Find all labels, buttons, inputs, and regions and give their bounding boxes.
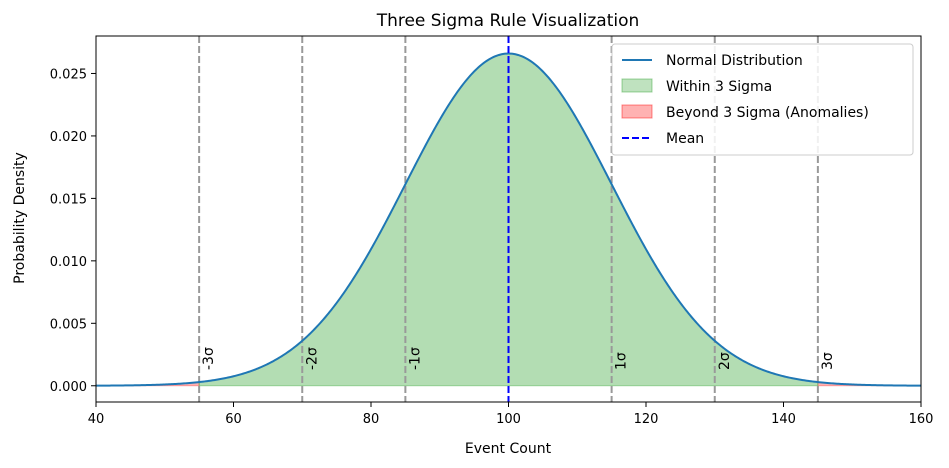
sigma-label: -3σ bbox=[201, 347, 217, 370]
sigma-label: -1σ bbox=[407, 347, 423, 370]
normal-distribution-line bbox=[95, 52, 922, 387]
sigma-labels: -3σ -2σ -1σ 1σ 2σ 3σ bbox=[201, 347, 836, 370]
legend-swatch bbox=[621, 78, 653, 93]
x-tick-label: 60 bbox=[225, 412, 242, 427]
legend: Normal Distribution Within 3 Sigma Beyond … bbox=[611, 43, 914, 156]
y-tick-label: 0.025 bbox=[50, 67, 87, 82]
legend-label: Normal Distribution bbox=[666, 53, 803, 69]
sigma-label: 1σ bbox=[614, 352, 630, 370]
legend-box bbox=[611, 43, 914, 156]
sigma-label: 3σ bbox=[820, 352, 836, 370]
sigma-label: -2σ bbox=[304, 347, 320, 370]
chart-title: Three Sigma Rule Visualization bbox=[376, 11, 640, 31]
curve-layer bbox=[95, 52, 922, 387]
legend-label: Mean bbox=[666, 131, 704, 147]
legend-swatch bbox=[621, 104, 653, 119]
y-tick-label: 0.020 bbox=[50, 130, 87, 145]
x-tick-label: 160 bbox=[909, 412, 934, 427]
y-tick-label: 0.005 bbox=[50, 317, 87, 332]
x-tick-label: 80 bbox=[363, 412, 380, 427]
sigma-label: 2σ bbox=[717, 352, 733, 370]
y-axis-title: Probability Density bbox=[12, 152, 28, 284]
x-tick-label: 120 bbox=[634, 412, 659, 427]
x-axis-title: Event Count bbox=[465, 441, 552, 457]
legend-label: Beyond 3 Sigma (Anomalies) bbox=[666, 105, 869, 121]
x-tick-label: 100 bbox=[496, 412, 521, 427]
plot-area: -3σ -2σ -1σ 1σ 2σ 3σ bbox=[95, 36, 922, 402]
y-tick-label: 0.010 bbox=[50, 255, 87, 270]
legend-label: Within 3 Sigma bbox=[666, 79, 772, 95]
x-tick-label: 40 bbox=[88, 412, 105, 427]
y-axis-ticks: 0.000 0.005 0.010 0.015 0.020 0.025 bbox=[50, 67, 96, 395]
x-axis-ticks: 40 60 80 100 120 140 160 bbox=[88, 402, 934, 427]
y-tick-label: 0.000 bbox=[50, 380, 87, 395]
y-tick-label: 0.015 bbox=[50, 192, 87, 207]
x-tick-label: 140 bbox=[771, 412, 796, 427]
